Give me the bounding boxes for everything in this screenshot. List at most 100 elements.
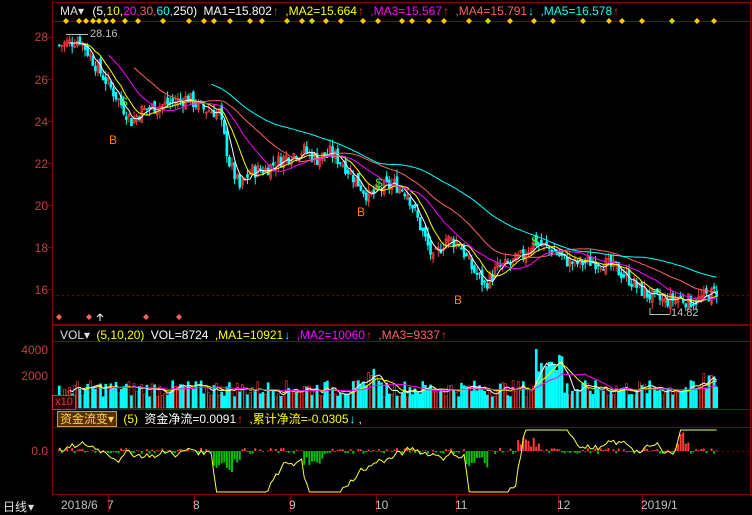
caret-down-icon[interactable]: ▾ xyxy=(84,328,91,342)
candle-body xyxy=(596,264,600,267)
volume-bar xyxy=(228,382,231,409)
period-selector[interactable]: 日线▾ xyxy=(3,500,35,514)
chart-grid xyxy=(48,2,751,512)
candle-body xyxy=(310,151,314,162)
flow-bar xyxy=(545,449,548,451)
candle-body xyxy=(125,116,128,120)
candle-body xyxy=(357,173,360,187)
volume-bar xyxy=(692,381,695,409)
volume-bar xyxy=(475,390,479,409)
flow-bar xyxy=(408,451,411,453)
flow-bar xyxy=(656,448,659,451)
event-diamond xyxy=(90,18,96,24)
flow-bar xyxy=(710,448,713,451)
flow-indicator-name[interactable]: 资金流变▾ xyxy=(57,411,118,427)
flow-bar xyxy=(285,451,288,452)
candle-body xyxy=(622,274,626,278)
flow-bar xyxy=(215,451,218,468)
volume-bar xyxy=(323,382,327,409)
flow-bar xyxy=(499,448,502,451)
candle-body xyxy=(166,97,169,105)
vol-ma5-line xyxy=(69,361,718,396)
flow-bar xyxy=(210,451,213,454)
candle-body xyxy=(106,77,110,81)
caret-down-icon[interactable]: ▾ xyxy=(78,4,85,18)
candle-body xyxy=(583,261,587,264)
flow-bar xyxy=(625,451,628,453)
candle-body xyxy=(351,174,355,183)
volume-indicator-header: VOL▾ (5,10,20) VOL=8724 ,MA1=10921↓ ,MA2… xyxy=(60,327,450,343)
flow-bar xyxy=(238,451,241,460)
volume-bar xyxy=(573,389,577,409)
flow-bar xyxy=(328,451,331,453)
volume-bar xyxy=(715,386,719,409)
vol-tick-4000: 4000 xyxy=(21,343,48,357)
volume-bar xyxy=(184,387,187,409)
volume-indicator-name[interactable]: VOL xyxy=(60,328,85,342)
event-diamond xyxy=(135,18,141,24)
flow-bar xyxy=(439,451,442,453)
volume-bar xyxy=(94,388,97,409)
flow-bar xyxy=(604,449,607,451)
flow-bar xyxy=(352,451,355,454)
flow-bar xyxy=(612,449,615,451)
volume-bar xyxy=(246,394,249,409)
flow-bar xyxy=(481,451,484,458)
flow-bar xyxy=(251,451,254,454)
y-tick-16: 16 xyxy=(34,283,48,297)
event-diamond xyxy=(485,18,491,24)
volume-bar xyxy=(367,372,370,409)
flow-bar xyxy=(323,451,326,454)
volume-bar xyxy=(192,387,195,409)
flow-bar xyxy=(349,449,352,451)
buy-signal: B xyxy=(454,293,463,307)
volume-bar xyxy=(478,385,481,409)
volume-bar xyxy=(460,382,463,409)
flow-bar xyxy=(370,451,373,452)
vol-ma1: ,MA1=10921 xyxy=(214,328,284,342)
flow-bar xyxy=(202,451,205,454)
flow-bar xyxy=(380,451,383,453)
candle-body xyxy=(88,54,92,57)
volume-bar xyxy=(163,393,167,409)
candle-body xyxy=(434,248,437,250)
ma5-line xyxy=(69,42,717,305)
candle-body xyxy=(465,253,468,256)
flow-bar xyxy=(648,451,651,452)
candle-body xyxy=(429,241,432,255)
flow-bar xyxy=(81,448,84,451)
flow-bar xyxy=(372,450,375,451)
flow-bar xyxy=(452,451,455,454)
candle-body xyxy=(222,119,226,134)
volume-bar xyxy=(202,393,205,409)
flow-bar xyxy=(326,451,329,454)
volume-bar xyxy=(452,389,456,409)
volume-bar xyxy=(522,381,525,409)
candle-body xyxy=(426,233,430,246)
volume-bar xyxy=(413,388,417,409)
flow-bar xyxy=(282,448,285,451)
candle-body xyxy=(194,103,198,108)
up-arrow-icon: ↑ xyxy=(443,4,450,18)
candle-body xyxy=(511,258,515,261)
event-diamond xyxy=(110,18,116,24)
candle-body xyxy=(571,261,574,265)
volume-bar xyxy=(81,394,84,409)
volume-bar xyxy=(408,387,412,409)
flow-bar xyxy=(401,451,404,454)
volume-bar xyxy=(261,392,265,409)
candle-body xyxy=(514,253,517,262)
candle-body xyxy=(238,174,242,188)
volume-bar xyxy=(483,390,486,409)
event-diamond xyxy=(299,18,305,24)
volume-bar xyxy=(140,384,144,409)
volume-bar xyxy=(596,388,600,409)
flow-bar xyxy=(310,451,313,462)
flow-bar xyxy=(679,434,682,451)
flow-bar xyxy=(60,451,63,454)
flow-bar xyxy=(158,450,161,451)
flow-bar xyxy=(218,451,221,466)
volume-bar xyxy=(119,389,123,409)
main-indicator-name[interactable]: MA xyxy=(60,4,78,18)
